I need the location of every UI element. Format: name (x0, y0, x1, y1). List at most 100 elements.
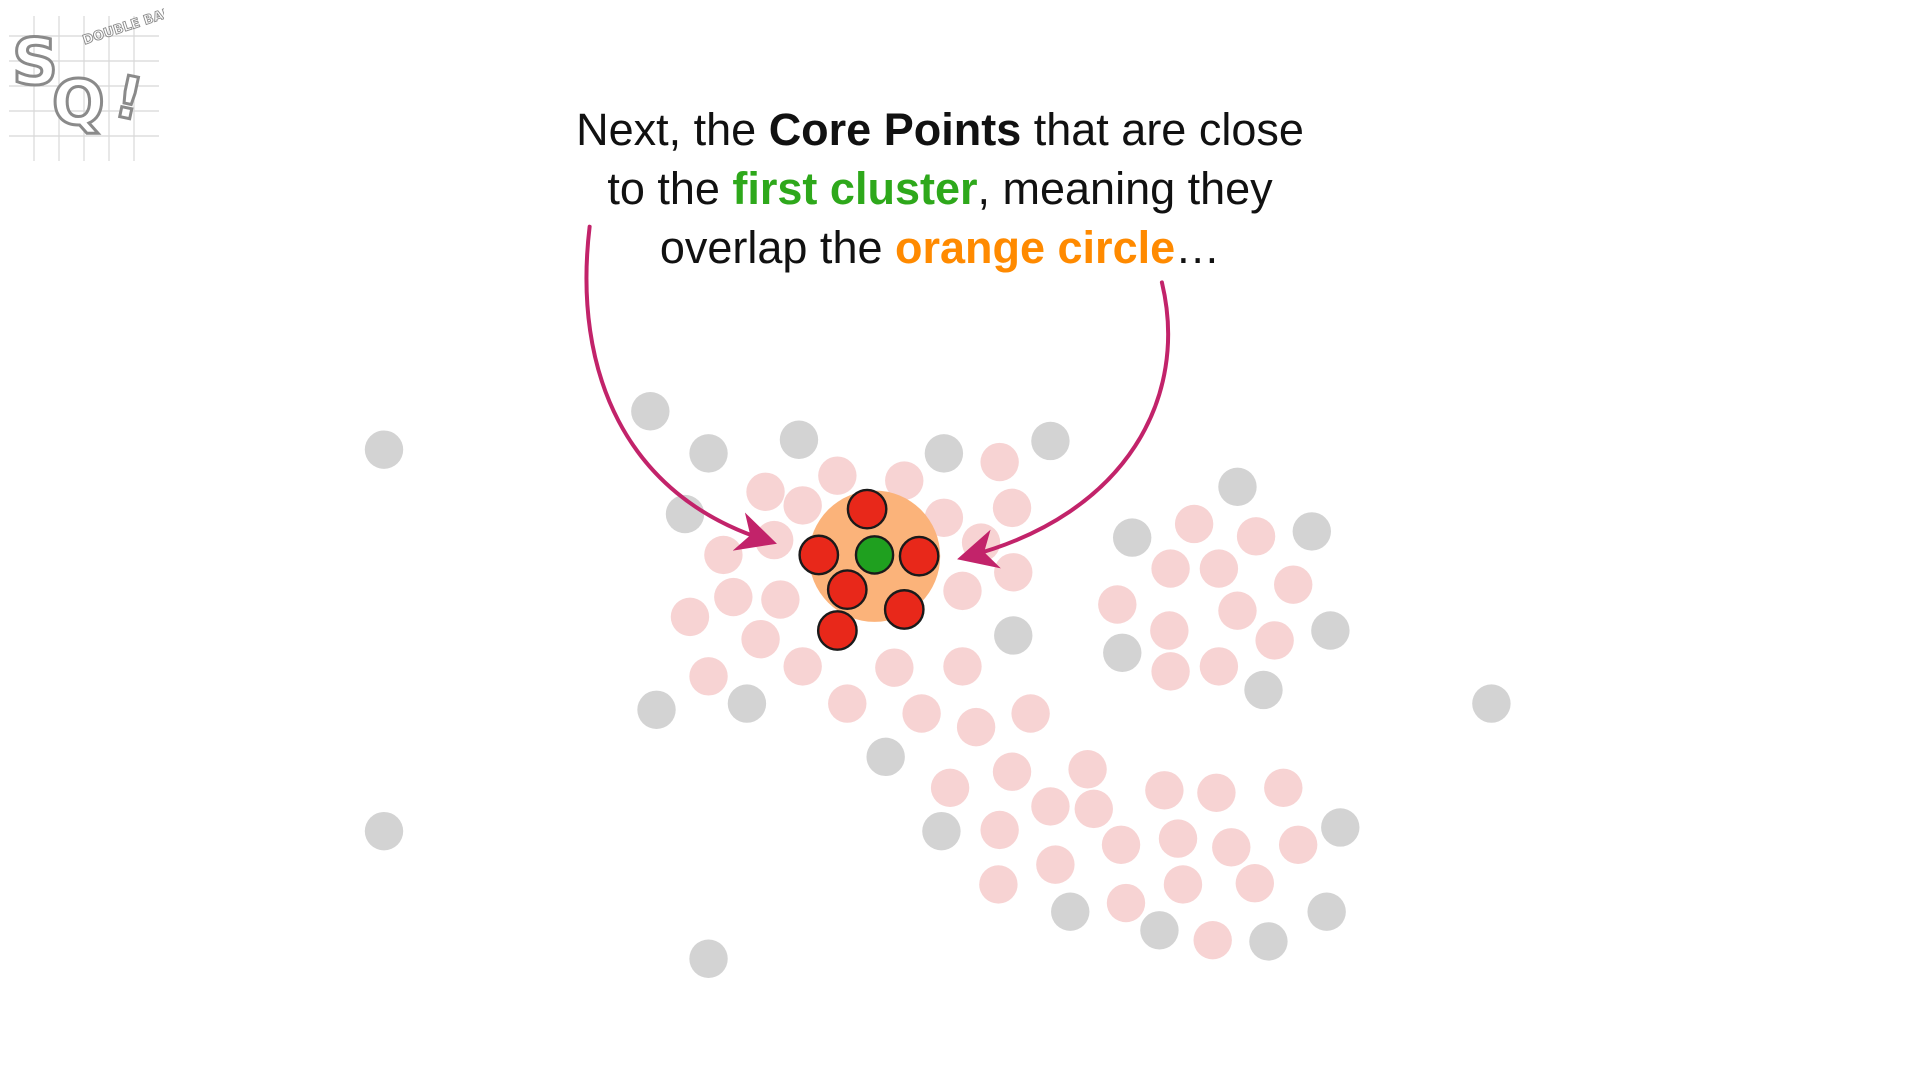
core-point (783, 647, 822, 686)
first-cluster-core-point (798, 534, 840, 576)
core-point (689, 657, 728, 696)
core-point (1036, 845, 1075, 884)
core-point (1145, 771, 1184, 810)
caption-line-2: to the first cluster, meaning they (460, 159, 1420, 218)
caption-text: overlap the (659, 222, 895, 273)
noise-point (924, 434, 964, 473)
caption-orange-circle: orange circle (895, 222, 1176, 273)
noise-point (364, 811, 404, 851)
core-point (1158, 819, 1198, 858)
green-starting-point (854, 535, 895, 575)
noise-point (1103, 633, 1142, 672)
core-point (1212, 828, 1251, 867)
first-cluster-core-point (816, 610, 858, 651)
core-point (1106, 883, 1146, 923)
core-point (1199, 647, 1239, 686)
core-point (1193, 920, 1232, 960)
core-point (924, 498, 964, 537)
core-point (1218, 591, 1257, 630)
noise-point (1112, 518, 1152, 557)
noise-point (922, 811, 961, 851)
noise-point (1321, 808, 1360, 847)
logo-letter-q: Q (52, 66, 105, 139)
core-point (943, 571, 982, 611)
right-arrow (957, 280, 1171, 569)
core-point (1031, 787, 1070, 826)
core-point (1278, 825, 1318, 864)
noise-point (637, 690, 676, 729)
core-point (746, 472, 785, 511)
noise-point (1292, 512, 1331, 551)
noise-point (727, 684, 767, 723)
caption-text: Next, the (576, 104, 769, 155)
core-point (704, 535, 743, 575)
first-cluster-core-point (898, 535, 940, 577)
core-point (1199, 549, 1239, 588)
caption: Next, the Core Points that are close to … (460, 100, 1420, 277)
caption-text: that are close (1021, 104, 1304, 155)
core-point (1151, 652, 1190, 691)
noise-point (1244, 670, 1283, 710)
caption-core-points: Core Points (768, 104, 1022, 155)
core-point (992, 752, 1032, 791)
noise-point (1051, 892, 1090, 931)
first-cluster-core-point (826, 569, 868, 611)
core-point (1235, 864, 1275, 903)
logo-letter-s: S (12, 26, 58, 100)
core-point (1255, 621, 1294, 660)
noise-point (779, 420, 819, 459)
core-point (714, 577, 753, 617)
core-point (670, 597, 710, 637)
core-point (980, 442, 1019, 482)
caption-text: , meaning they (977, 163, 1273, 214)
noise-point (1307, 892, 1346, 931)
noise-point (689, 939, 728, 978)
core-point (1068, 750, 1107, 789)
caption-text: to the (607, 163, 733, 214)
core-point (741, 619, 780, 659)
caption-line-1: Next, the Core Points that are close (460, 100, 1420, 159)
core-point (930, 768, 970, 808)
core-point (980, 810, 1019, 850)
noise-point (689, 434, 728, 473)
noise-point (1249, 922, 1288, 961)
left-arrow (584, 224, 777, 551)
caption-line-3: overlap the orange circle… (460, 218, 1420, 277)
core-point (761, 580, 800, 619)
points-layer (364, 392, 1511, 978)
caption-text: … (1175, 222, 1221, 273)
core-point (979, 865, 1018, 904)
core-point (956, 707, 996, 747)
first-cluster-core-point (846, 488, 888, 530)
core-point (902, 694, 941, 733)
noise-point (1140, 911, 1179, 950)
noise-point (364, 430, 404, 469)
noise-point (1472, 684, 1511, 723)
core-point (1098, 585, 1137, 624)
arrows-layer (584, 224, 1171, 569)
noise-point (1031, 421, 1070, 461)
caption-first-cluster: first cluster (732, 163, 978, 214)
core-point (885, 461, 924, 500)
core-point (783, 486, 822, 525)
core-point (1150, 611, 1189, 650)
core-point (1197, 773, 1236, 812)
core-point (994, 553, 1033, 592)
noise-point (994, 616, 1033, 655)
noise-point (631, 392, 670, 431)
core-point (1174, 504, 1214, 544)
core-point (875, 648, 914, 687)
core-point (1274, 565, 1313, 604)
core-point (1011, 694, 1050, 733)
core-point (1101, 825, 1141, 864)
first-cluster-core-point (883, 589, 925, 630)
core-point (1151, 549, 1190, 588)
core-point (943, 647, 982, 686)
core-point (1236, 517, 1276, 556)
core-point (828, 684, 867, 723)
core-point (818, 456, 857, 495)
statquest-logo: S Q ! DOUBLE BAM!! (9, 6, 164, 161)
noise-point (1218, 467, 1257, 507)
